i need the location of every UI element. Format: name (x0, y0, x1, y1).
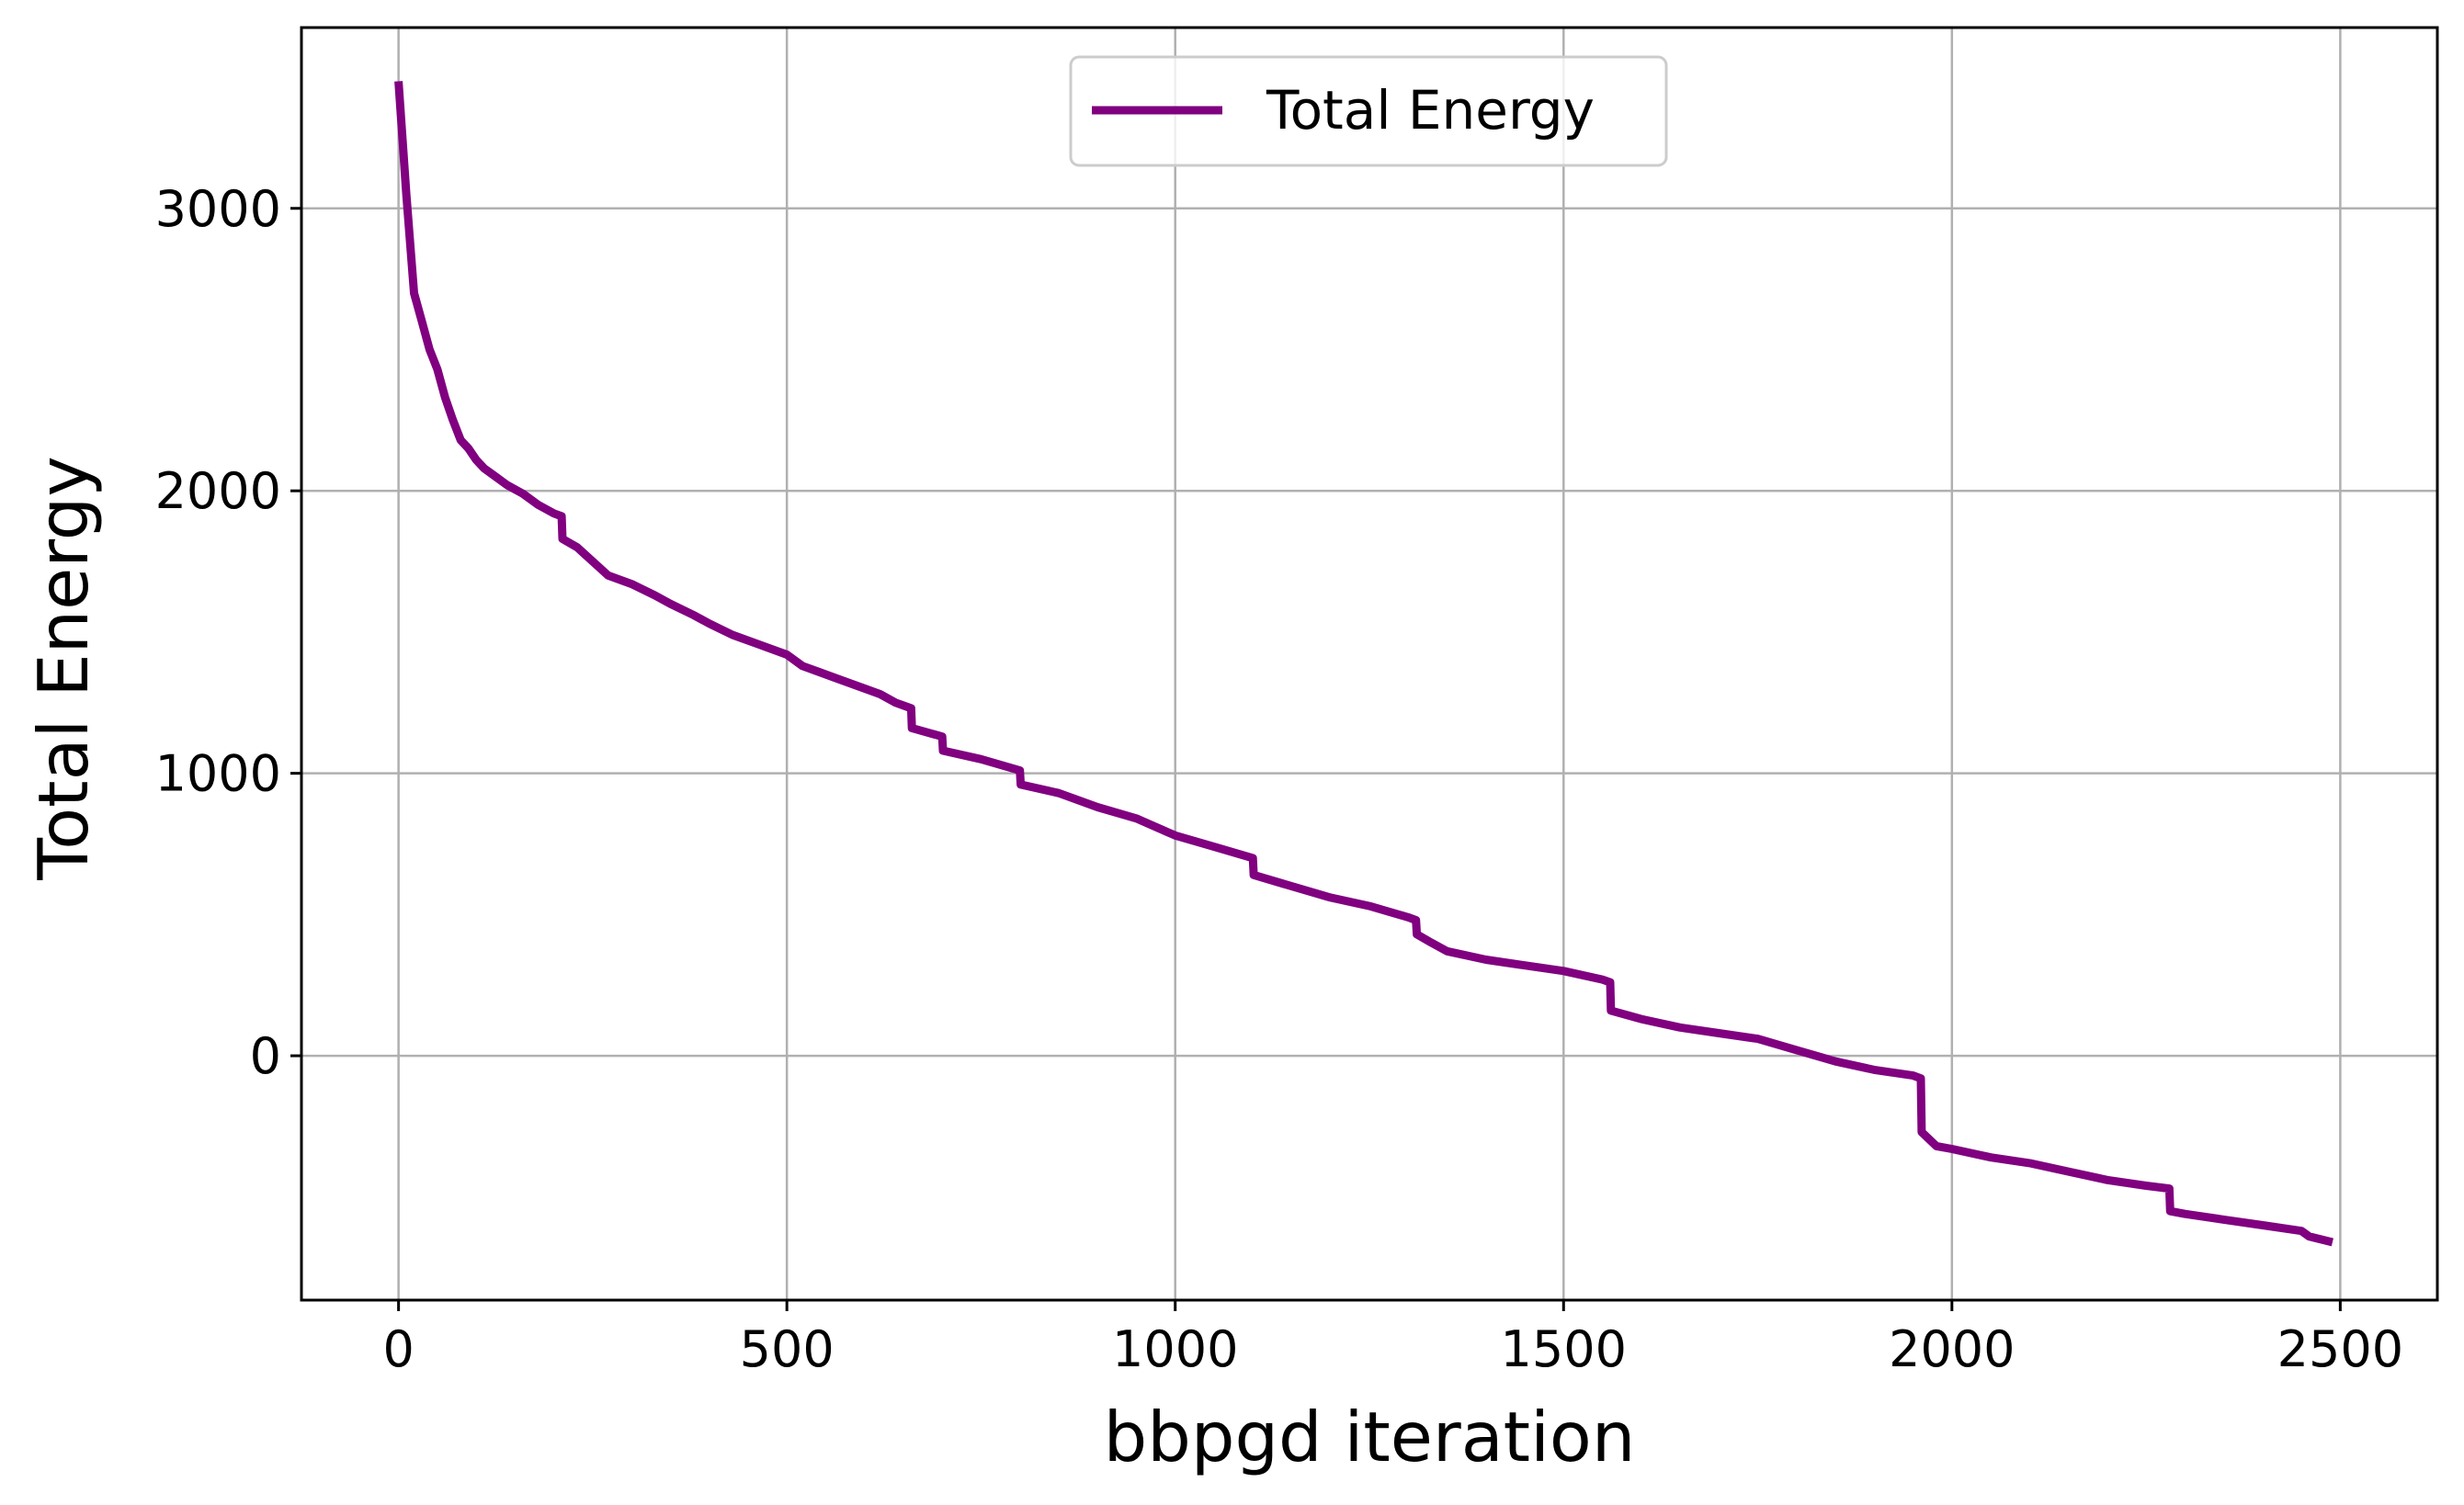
axis-ticks: 0 500 1000 1500 2000 2500 0 1000 2000 3000 (155, 180, 2404, 1378)
x-tick-label: 500 (740, 1320, 835, 1378)
x-tick-label: 1500 (1501, 1320, 1627, 1378)
plot-frame (300, 26, 2439, 1302)
x-tick-label: 2000 (1889, 1320, 2015, 1378)
x-tick-label: 0 (382, 1320, 414, 1378)
x-axis-label: bbpgd iteration (1104, 1397, 1636, 1477)
y-tick-label: 1000 (155, 745, 281, 803)
series-line-total-energy (394, 81, 2333, 1247)
y-axis-label: Total Energy (23, 456, 104, 881)
legend: Total Energy (1069, 55, 1668, 167)
x-tick-label: 2500 (2277, 1320, 2403, 1378)
plot-series (394, 81, 2333, 1247)
y-tick-label: 2000 (155, 462, 281, 520)
legend-box (1069, 55, 1668, 167)
x-tick-label: 1000 (1112, 1320, 1238, 1378)
y-tick-label: 3000 (155, 180, 281, 238)
y-tick-label: 0 (250, 1027, 281, 1085)
legend-label: Total Energy (1266, 79, 1595, 141)
grid-lines (301, 28, 2437, 1300)
